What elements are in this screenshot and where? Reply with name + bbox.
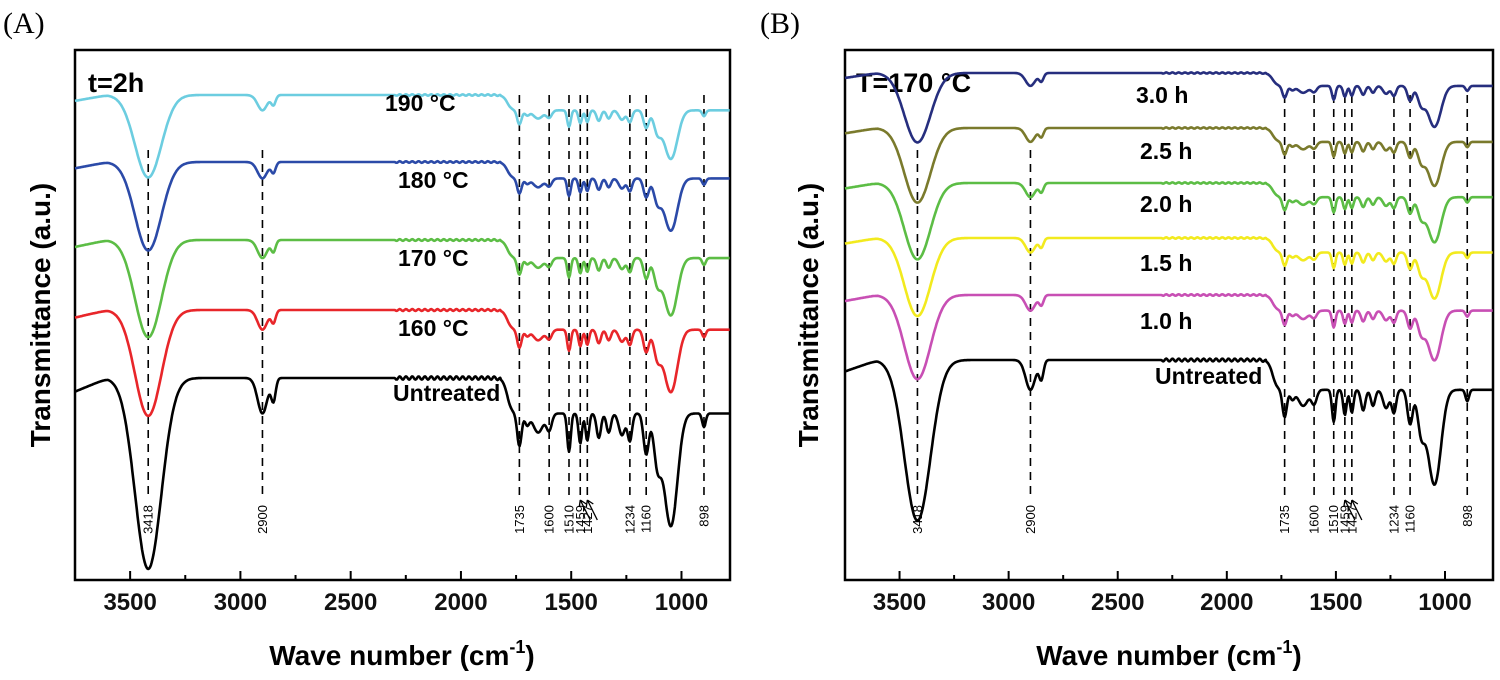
peak-label-1735: 1735: [512, 505, 527, 534]
x-tick-label-1000: 1000: [1418, 589, 1471, 616]
peak-label-1735: 1735: [1277, 505, 1292, 534]
curve-label-2-0-h: 2.0 h: [1140, 191, 1192, 217]
peak-label-1510: 1510: [562, 505, 577, 534]
curve-label-1-0-h: 1.0 h: [1140, 308, 1192, 334]
peak-label-1427: 1427: [1344, 505, 1359, 534]
peak-arrow-1427: [1350, 499, 1363, 521]
x-tick-label-3500: 3500: [103, 589, 156, 616]
peak-label-1234: 1234: [1386, 505, 1401, 534]
peak-arrow-1459: [1343, 499, 1356, 521]
curve-label-180-c: 180 °C: [398, 167, 469, 193]
panel-a-curves: Untreated 160 °C 170 °C 180 °C 190 °C: [74, 90, 730, 571]
panel-b-letter: (B): [760, 7, 800, 40]
panel-b-y-axis-title: Transmittance (a.u.): [793, 183, 824, 448]
curve-2-0-h: [844, 181, 1493, 261]
panel-b: (B) T=170 °C 3418 2900 1735 1600 15101459142…: [760, 7, 1495, 671]
curve-label-2-5-h: 2.5 h: [1140, 138, 1192, 164]
peak-label-1459: 1459: [1337, 505, 1352, 534]
peak-label-1160: 1160: [1403, 505, 1418, 533]
curve-2-5-h: [844, 126, 1493, 204]
x-tick-label-1000: 1000: [655, 589, 708, 616]
panel-a-letter: (A): [3, 7, 45, 40]
peak-label-898: 898: [696, 505, 711, 527]
panel-a-title: t=2h: [88, 68, 144, 98]
peak-label-1427: 1427: [580, 505, 595, 534]
panel-a-x-ticks: 3500 3000 2500 2000 1500 1000: [74, 571, 708, 616]
peak-label-1160: 1160: [639, 505, 654, 533]
panel-b-x-ticks: 3500 3000 2500 2000 1500 1000: [844, 571, 1472, 616]
x-tick-label-2500: 2500: [324, 589, 377, 616]
peak-label-3418: 3418: [141, 505, 156, 534]
panel-b-title: T=170 °C: [856, 68, 971, 98]
peak-label-1459: 1459: [573, 505, 588, 534]
panel-b-plot-frame: [843, 48, 1495, 582]
peak-label-2900: 2900: [1023, 505, 1038, 534]
curve-180-c: [74, 159, 730, 252]
curve-3-0-h: [844, 71, 1493, 144]
x-tick-label-2500: 2500: [1091, 589, 1144, 616]
peak-label-2900: 2900: [255, 505, 270, 534]
curve-190-c: [74, 93, 730, 179]
x-tick-label-2000: 2000: [1200, 589, 1253, 616]
peak-label-898: 898: [1460, 505, 1475, 527]
peak-label-1510: 1510: [1326, 505, 1341, 534]
peak-label-1600: 1600: [542, 505, 557, 534]
x-tick-label-1500: 1500: [545, 589, 598, 616]
curve-untreated: [74, 375, 730, 571]
peak-label-1600: 1600: [1307, 505, 1322, 534]
curve-1-5-h: [844, 236, 1493, 318]
curve-160-c: [74, 307, 730, 418]
x-tick-label-1500: 1500: [1309, 589, 1362, 616]
panel-a-plot-frame: [73, 48, 732, 582]
curve-label-1-5-h: 1.5 h: [1140, 250, 1192, 276]
curve-label-untreated: Untreated: [393, 380, 500, 406]
x-tick-label-3000: 3000: [982, 589, 1035, 616]
x-tick-label-2000: 2000: [434, 589, 487, 616]
curve-1-0-h: [844, 293, 1493, 381]
peak-arrow-1427: [585, 499, 598, 521]
curve-label-160-c: 160 °C: [398, 315, 469, 341]
x-tick-label-3000: 3000: [214, 589, 267, 616]
panel-a-y-axis-title: Transmittance (a.u.): [25, 183, 56, 448]
panel-a-x-axis-title: Wave number (cm-1): [269, 637, 534, 671]
panel-b-curves: Untreated 1.0 h 1.5 h 2.0 h 2.5 h 3.0 h: [844, 71, 1493, 522]
curve-label-untreated: Untreated: [1155, 363, 1262, 389]
curve-170-c: [74, 237, 730, 339]
curve-label-3-0-h: 3.0 h: [1136, 82, 1188, 108]
panel-b-x-axis-title: Wave number (cm-1): [1036, 637, 1301, 671]
curve-untreated: [844, 357, 1493, 522]
x-tick-label-3500: 3500: [873, 589, 926, 616]
curve-label-170-c: 170 °C: [398, 245, 469, 271]
peak-label-1234: 1234: [622, 505, 637, 534]
peak-arrow-1459: [578, 499, 591, 521]
curve-label-190-c: 190 °C: [385, 90, 456, 116]
